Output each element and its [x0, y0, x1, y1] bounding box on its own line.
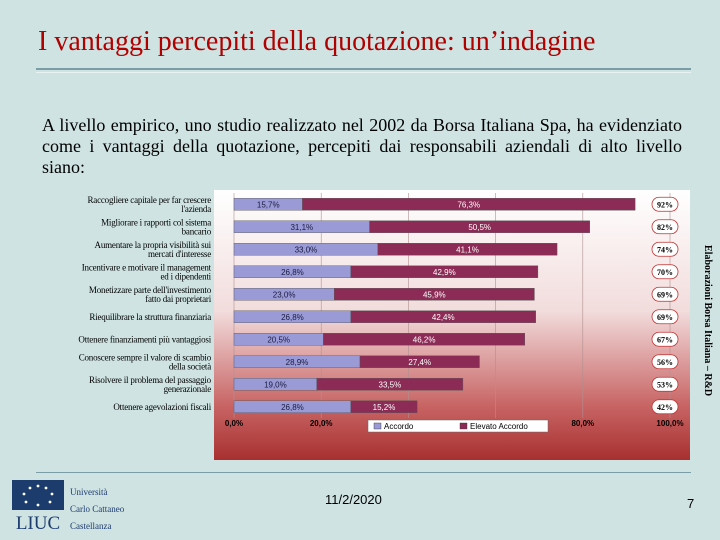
- bar-elevato-accordo: [369, 220, 590, 233]
- total-badge: [651, 219, 679, 235]
- bar-data-label: 46,2%: [413, 335, 436, 344]
- bar-elevato-accordo: [316, 378, 464, 391]
- bar-data-label: 19,0%: [264, 380, 287, 389]
- total-label: 69%: [657, 313, 673, 322]
- category-label: Incentivare e motivare il management: [82, 262, 212, 272]
- bar-data-label: 23,0%: [273, 290, 296, 299]
- bar-data-label: 26,8%: [281, 403, 304, 412]
- bar-elevato-accordo: [359, 355, 480, 368]
- university-line-2: Carlo Cattaneo: [70, 504, 125, 514]
- category-label: Risolvere il problema del passaggio: [89, 375, 212, 385]
- slide-title: I vantaggi percepiti della quotazione: u…: [38, 26, 596, 57]
- category-label: l'azienda: [181, 204, 211, 214]
- bar-data-label: 28,9%: [286, 358, 309, 367]
- bar-elevato-accordo: [350, 265, 539, 278]
- bar-elevato-accordo: [334, 288, 535, 301]
- total-label: 67%: [657, 335, 673, 344]
- bar-elevato-accordo: [350, 310, 536, 323]
- title-divider: [36, 68, 691, 70]
- x-tick-label: 80,0%: [571, 419, 594, 428]
- bar-data-label: 31,1%: [290, 223, 313, 232]
- total-badge: [651, 309, 679, 325]
- total-label: 82%: [657, 223, 673, 232]
- total-badge: [651, 286, 679, 302]
- bar-data-label: 33,0%: [295, 245, 318, 254]
- bar-elevato-accordo: [302, 198, 636, 211]
- total-label: 70%: [657, 268, 673, 277]
- legend-swatch: [459, 422, 468, 430]
- total-label: 42%: [657, 403, 673, 412]
- total-label: 92%: [657, 200, 673, 209]
- bar-data-label: 15,2%: [373, 403, 396, 412]
- bar-data-label: 27,4%: [408, 358, 431, 367]
- bar-data-label: 15,7%: [257, 200, 280, 209]
- bar-data-label: 20,5%: [267, 335, 290, 344]
- bar-data-label: 42,9%: [433, 268, 456, 277]
- total-badge: [651, 196, 679, 212]
- total-label: 53%: [657, 380, 673, 389]
- x-tick-label: 100,0%: [656, 419, 683, 428]
- category-label: Riequilibrare la struttura finanziaria: [89, 312, 211, 322]
- total-badge: [651, 331, 679, 347]
- university-name: Università Carlo Cattaneo Castellanza: [70, 484, 124, 535]
- total-badge: [651, 376, 679, 392]
- total-badge: [651, 354, 679, 370]
- logo-text: LIUC: [16, 513, 60, 532]
- category-label: bancario: [182, 226, 212, 236]
- total-badge: [651, 241, 679, 257]
- plot-background: [214, 190, 690, 460]
- total-label: 56%: [657, 358, 673, 367]
- university-line-1: Università: [70, 487, 108, 497]
- legend-entry: Accordo: [384, 422, 414, 431]
- bar-data-label: 33,5%: [379, 380, 402, 389]
- side-source-label: Elaborazioni Borsa Italiana – R&D: [702, 245, 713, 397]
- category-label: della società: [169, 361, 211, 371]
- total-label: 74%: [657, 245, 673, 254]
- x-tick-label: 20,0%: [310, 419, 333, 428]
- category-label: Ottenere finanziamenti più vantaggiosi: [78, 334, 211, 344]
- total-label: 69%: [657, 290, 673, 299]
- category-label: Raccogliere capitale per far crescere: [87, 195, 211, 205]
- bar-data-label: 42,4%: [432, 313, 455, 322]
- footer-divider: [36, 472, 691, 473]
- category-label: ed i dipendenti: [161, 271, 212, 281]
- bar-elevato-accordo: [350, 400, 418, 413]
- legend: Accordo Elevato Accordo: [367, 419, 549, 433]
- category-label: mercati d'interesse: [148, 249, 211, 259]
- category-label: Ottenere agevolazioni fiscali: [113, 402, 211, 412]
- category-label: fatto dai proprietari: [145, 294, 211, 304]
- category-label: Monetizzare parte dell'investimento: [89, 285, 212, 295]
- bar-data-label: 26,8%: [281, 313, 304, 322]
- total-badge: [651, 399, 679, 415]
- slide-date: 11/2/2020: [325, 492, 382, 507]
- university-line-3: Castellanza: [70, 521, 112, 531]
- category-label: Migliorare i rapporti col sistema: [101, 217, 211, 227]
- legend-entry: Elevato Accordo: [470, 422, 528, 431]
- intro-paragraph: A livello empirico, uno studio realizzat…: [42, 115, 682, 177]
- category-label: Aumentare la propria visibilità sui: [95, 240, 212, 250]
- legend-box: [367, 419, 549, 433]
- bar-data-label: 50,5%: [468, 223, 491, 232]
- category-label: Conoscere sempre il valore di scambio: [79, 352, 212, 362]
- liuc-logo: LIUC: [12, 480, 64, 532]
- x-tick-label: 0,0%: [225, 419, 243, 428]
- total-badge: [651, 264, 679, 280]
- bar-elevato-accordo: [323, 333, 526, 346]
- legend-swatch: [373, 422, 382, 430]
- bar-data-label: 45,9%: [423, 290, 446, 299]
- bar-data-label: 76,3%: [457, 200, 480, 209]
- title-divider-highlight: [36, 72, 691, 73]
- bar-data-label: 41,1%: [456, 245, 479, 254]
- bar-data-label: 26,8%: [281, 268, 304, 277]
- page-number: 7: [687, 496, 695, 511]
- category-label: generazionale: [164, 384, 212, 394]
- bar-elevato-accordo: [377, 243, 558, 256]
